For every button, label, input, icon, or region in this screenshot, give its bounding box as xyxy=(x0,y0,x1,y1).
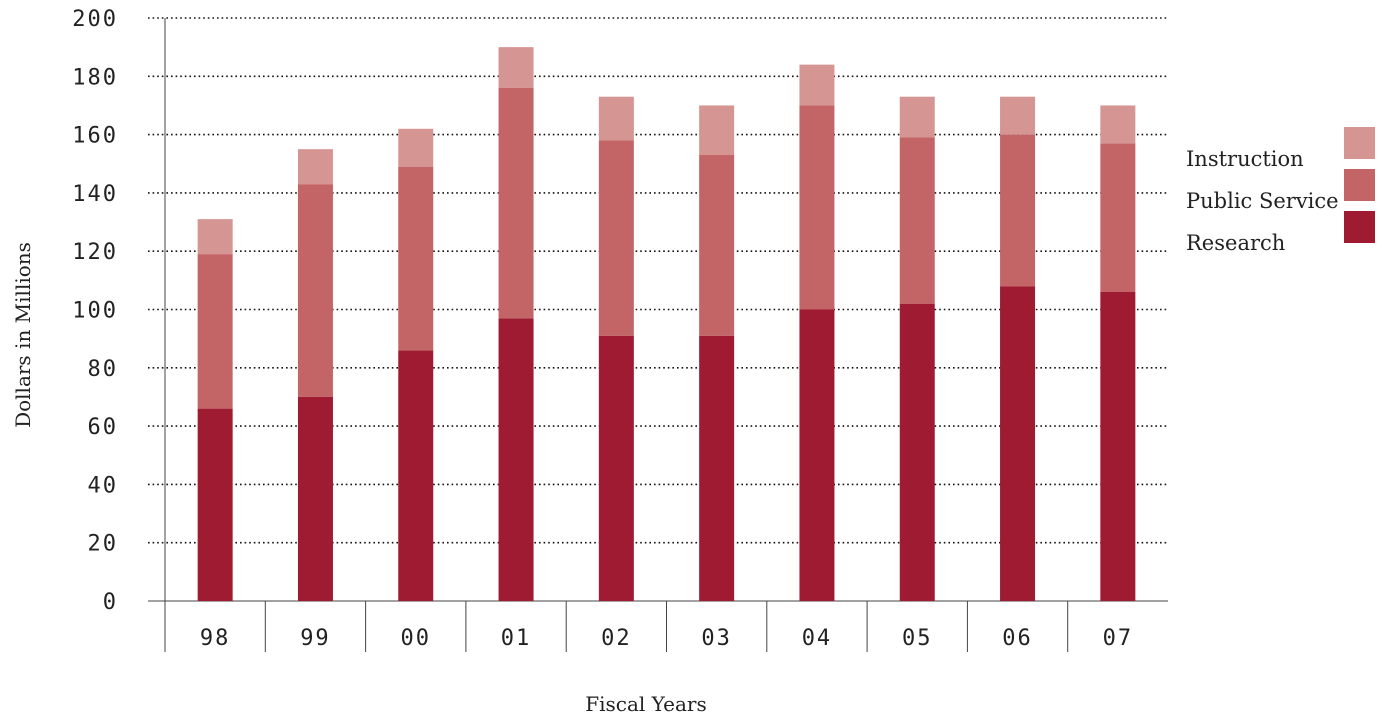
y-tick-label: 180 xyxy=(72,65,118,90)
legend-label-public-service: Public Service xyxy=(1186,189,1339,213)
bar-research-00 xyxy=(398,350,434,601)
legend-label-research: Research xyxy=(1186,231,1285,255)
legend-swatch-public-service xyxy=(1344,169,1375,201)
bar-instruction-06 xyxy=(1000,96,1036,135)
legend-swatch-research xyxy=(1344,211,1375,243)
y-tick-label: 20 xyxy=(88,532,119,557)
y-tick-label: 120 xyxy=(72,240,118,265)
bar-research-03 xyxy=(699,335,735,601)
bar-public-service-04 xyxy=(799,105,835,310)
y-tick-label: 200 xyxy=(72,7,118,32)
x-tick-label: 05 xyxy=(902,626,933,651)
bars xyxy=(197,47,1136,601)
bar-research-01 xyxy=(498,318,534,601)
bar-public-service-06 xyxy=(1000,134,1036,287)
bar-research-05 xyxy=(899,303,935,601)
bar-instruction-04 xyxy=(799,64,835,106)
bar-research-04 xyxy=(799,309,835,601)
x-tick-label: 07 xyxy=(1103,626,1134,651)
x-tick-label: 00 xyxy=(401,626,432,651)
bar-instruction-98 xyxy=(197,219,233,255)
y-tick-label: 140 xyxy=(72,182,118,207)
bar-public-service-98 xyxy=(197,254,233,409)
bar-instruction-00 xyxy=(398,128,434,167)
bar-public-service-03 xyxy=(699,155,735,336)
bar-public-service-99 xyxy=(297,184,333,397)
bar-instruction-07 xyxy=(1100,105,1136,144)
bar-research-98 xyxy=(197,408,233,601)
bar-instruction-99 xyxy=(297,149,333,185)
bar-public-service-07 xyxy=(1100,143,1136,293)
y-tick-label: 80 xyxy=(88,357,119,382)
x-tick-label: 01 xyxy=(501,626,532,651)
legend: Instruction Public Service Research xyxy=(1186,127,1375,255)
bar-research-06 xyxy=(1000,286,1036,601)
x-tick-label: 04 xyxy=(802,626,833,651)
bar-public-service-00 xyxy=(398,166,434,351)
y-tick-label: 0 xyxy=(103,590,118,615)
x-tick-label: 03 xyxy=(701,626,732,651)
bar-public-service-01 xyxy=(498,87,534,319)
y-tick-label: 100 xyxy=(72,299,118,324)
legend-swatch-instruction xyxy=(1344,127,1375,159)
y-tick-label: 40 xyxy=(88,473,119,498)
x-tick-labels: 98 99 00 01 02 03 04 05 06 07 xyxy=(200,626,1134,651)
bar-public-service-02 xyxy=(598,140,634,336)
bar-instruction-03 xyxy=(699,105,735,156)
y-tick-labels: 0 20 40 60 80 100 120 140 160 180 200 xyxy=(72,7,119,615)
bar-instruction-05 xyxy=(899,96,935,138)
legend-label-instruction: Instruction xyxy=(1186,147,1304,171)
bar-research-02 xyxy=(598,335,634,601)
bar-public-service-05 xyxy=(899,137,935,304)
bar-instruction-02 xyxy=(598,96,634,141)
bar-instruction-01 xyxy=(498,47,534,88)
y-axis-label: Dollars in Millions xyxy=(11,242,35,428)
x-tick-label: 02 xyxy=(601,626,632,651)
x-axis-label: Fiscal Years xyxy=(585,692,706,715)
bar-research-07 xyxy=(1100,292,1136,601)
y-tick-label: 160 xyxy=(72,124,118,149)
x-tick-label: 99 xyxy=(300,626,331,651)
x-tick-label: 98 xyxy=(200,626,231,651)
x-tick-label: 06 xyxy=(1002,626,1033,651)
y-tick-label: 60 xyxy=(88,415,119,440)
bar-research-99 xyxy=(297,396,333,601)
